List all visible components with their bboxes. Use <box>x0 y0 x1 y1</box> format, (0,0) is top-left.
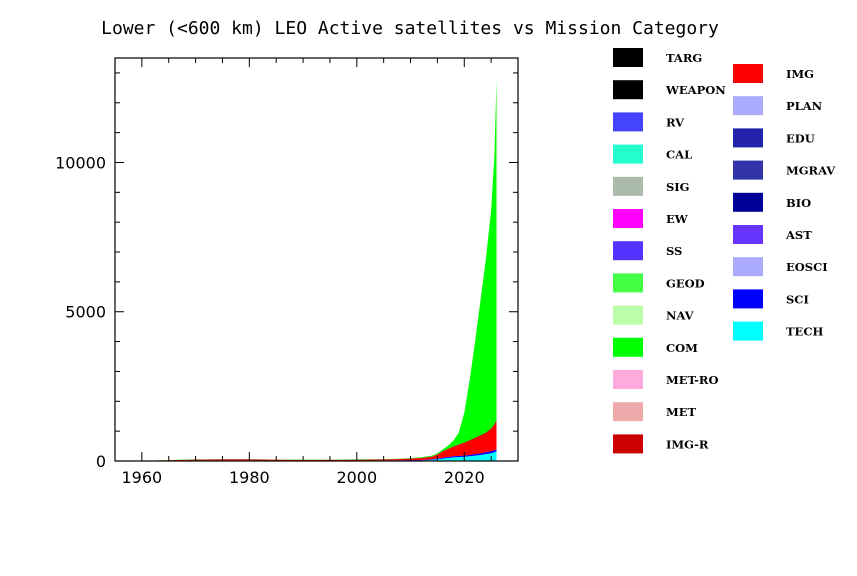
y-tick-label: 0 <box>96 452 106 471</box>
legend-label-ew: EW <box>666 212 689 226</box>
legend-swatch-targ <box>613 48 643 67</box>
legend-label-edu: EDU <box>786 131 815 145</box>
legend-label-tech: TECH <box>786 325 823 339</box>
legend-swatch-com <box>613 337 643 357</box>
legend-label-nav: NAV <box>666 309 695 323</box>
legend-label-targ: TARG <box>666 51 702 65</box>
legend-swatch-met-ro <box>613 370 643 389</box>
legend-label-ast: AST <box>785 228 812 242</box>
legend-swatch-sci <box>733 289 763 309</box>
legend-label-sig: SIG <box>666 180 690 194</box>
legend-label-img-r: IMG-R <box>666 437 709 451</box>
legend-label-weapon: WEAPON <box>665 83 726 97</box>
plot-frame <box>114 57 519 462</box>
legend-label-rv: RV <box>666 115 685 129</box>
legend-swatch-img <box>733 64 763 83</box>
legend-label-eosci: EOSCI <box>786 260 828 274</box>
legend-swatch-ss <box>613 241 643 261</box>
legend-swatch-ew <box>613 209 643 228</box>
legend-swatch-nav <box>613 305 643 325</box>
area-img <box>125 422 497 461</box>
legend-swatch-ast <box>733 225 763 244</box>
legend-swatch-plan <box>733 96 763 116</box>
legend-swatch-cal <box>613 144 643 164</box>
legend-label-img: IMG <box>786 67 814 81</box>
legend-swatch-eosci <box>733 257 763 277</box>
legend-label-plan: PLAN <box>786 99 823 113</box>
legend-label-mgrav: MGRAV <box>786 164 836 178</box>
y-tick-label: 10000 <box>55 153 106 172</box>
legend-swatch-sig <box>613 176 643 196</box>
area-com <box>125 79 497 462</box>
x-tick-label: 2020 <box>444 468 485 487</box>
legend-swatch-tech <box>733 321 763 341</box>
legend-swatch-rv <box>613 112 643 132</box>
plot-area <box>125 79 497 462</box>
legend-label-met-ro: MET-RO <box>666 373 719 387</box>
legend-swatch-met <box>613 402 643 422</box>
legend-label-sci: SCI <box>786 292 809 306</box>
legend-swatch-img-r <box>613 434 643 454</box>
legend-label-ss: SS <box>666 244 682 258</box>
y-tick-label: 5000 <box>65 303 106 322</box>
legend-label-com: COM <box>666 341 698 355</box>
x-tick-label: 1960 <box>122 468 163 487</box>
legend-swatch-mgrav <box>733 160 763 180</box>
legend-swatch-geod <box>613 273 643 293</box>
legend: TARG WEAPON RV CAL SIG EW SS GEOD NAV COM MET-RO ME… <box>613 48 836 454</box>
legend-swatch-bio <box>733 192 763 212</box>
x-tick-label: 2000 <box>336 468 377 487</box>
legend-swatch-edu <box>733 128 763 148</box>
axes: 1960 1980 2000 2020 0 5000 10000 <box>55 57 519 487</box>
legend-label-geod: GEOD <box>666 276 705 290</box>
chart-title: Lower (<600 km) LEO Active satellites vs… <box>101 18 719 39</box>
legend-swatch-weapon <box>613 80 643 100</box>
legend-label-met: MET <box>666 405 696 419</box>
area-tech <box>125 451 497 461</box>
legend-label-bio: BIO <box>786 196 811 210</box>
x-tick-label: 1980 <box>229 468 270 487</box>
legend-label-cal: CAL <box>666 148 692 162</box>
